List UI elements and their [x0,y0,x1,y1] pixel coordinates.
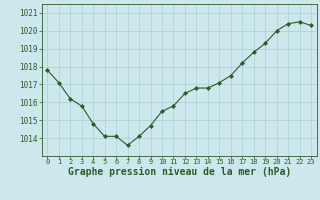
X-axis label: Graphe pression niveau de la mer (hPa): Graphe pression niveau de la mer (hPa) [68,167,291,177]
